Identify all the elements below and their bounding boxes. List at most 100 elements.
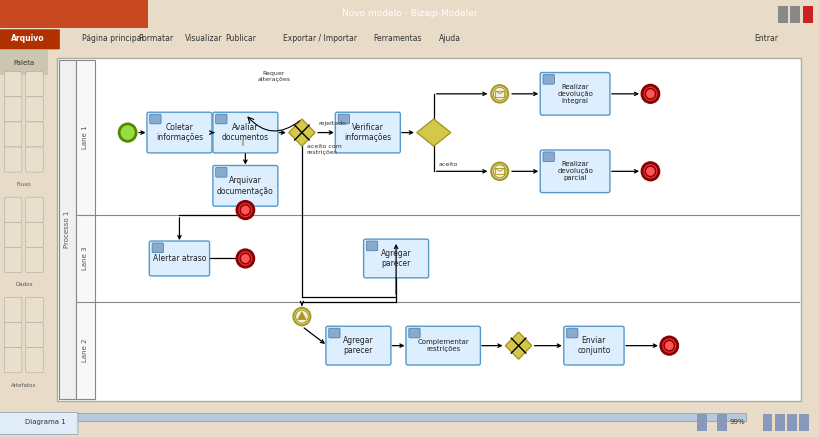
FancyBboxPatch shape [4,197,22,222]
FancyBboxPatch shape [57,58,800,401]
FancyBboxPatch shape [150,114,161,124]
FancyBboxPatch shape [366,241,378,251]
FancyBboxPatch shape [4,147,22,172]
FancyBboxPatch shape [495,169,504,174]
Circle shape [641,85,658,103]
Text: Visualizar: Visualizar [184,35,222,43]
Text: Publicar: Publicar [225,35,256,43]
Text: Ferramentas: Ferramentas [373,35,421,43]
Text: Ajuda: Ajuda [438,35,460,43]
Circle shape [493,165,505,178]
Circle shape [645,166,654,177]
Text: Enviar
conjunto: Enviar conjunto [577,336,610,355]
FancyBboxPatch shape [75,60,94,399]
FancyBboxPatch shape [4,72,22,97]
FancyBboxPatch shape [405,326,480,365]
FancyBboxPatch shape [0,413,78,434]
Polygon shape [297,312,305,319]
Polygon shape [505,332,531,359]
Text: Diagrama 1: Diagrama 1 [25,419,66,425]
FancyBboxPatch shape [152,243,163,253]
Text: 99%: 99% [729,419,744,425]
FancyBboxPatch shape [696,414,706,431]
Text: Artefatos: Artefatos [11,383,36,388]
FancyBboxPatch shape [25,247,43,272]
Text: Lane 3: Lane 3 [82,246,88,271]
FancyBboxPatch shape [215,167,227,177]
Circle shape [240,253,250,264]
FancyBboxPatch shape [4,323,22,348]
Text: Paleta: Paleta [13,60,34,66]
Polygon shape [288,119,314,146]
FancyBboxPatch shape [25,298,43,323]
Circle shape [237,250,254,267]
FancyBboxPatch shape [213,112,278,153]
Text: Verificar
informações: Verificar informações [344,123,391,142]
FancyBboxPatch shape [25,97,43,122]
Text: Formatar: Formatar [138,35,173,43]
FancyBboxPatch shape [0,0,147,28]
Text: aceito: aceito [438,162,457,166]
FancyBboxPatch shape [542,74,554,84]
Text: Lane 2: Lane 2 [82,339,88,362]
FancyBboxPatch shape [4,298,22,323]
Text: Complementar
restrições: Complementar restrições [417,339,468,352]
FancyBboxPatch shape [542,152,554,162]
FancyBboxPatch shape [774,414,784,431]
Text: rejeitado: rejeitado [319,121,346,126]
FancyBboxPatch shape [25,323,43,348]
FancyBboxPatch shape [25,197,43,222]
FancyBboxPatch shape [777,6,787,23]
Circle shape [491,163,508,180]
FancyBboxPatch shape [0,29,60,49]
Text: Arquivo: Arquivo [11,35,45,43]
Text: Coletar
informações: Coletar informações [156,123,203,142]
FancyBboxPatch shape [25,147,43,172]
Circle shape [663,340,673,351]
Text: Realizar
devolução
parcial: Realizar devolução parcial [556,161,592,181]
FancyBboxPatch shape [802,6,812,23]
Text: Dados: Dados [15,282,33,288]
Circle shape [293,308,310,325]
Circle shape [237,201,254,219]
Polygon shape [416,119,450,146]
FancyBboxPatch shape [495,91,504,97]
FancyBboxPatch shape [717,414,726,431]
FancyBboxPatch shape [25,72,43,97]
Text: Agregar
parecer: Agregar parecer [342,336,373,355]
Circle shape [641,163,658,180]
Circle shape [119,124,136,141]
Circle shape [645,89,654,99]
FancyBboxPatch shape [409,328,419,338]
Text: Entrar: Entrar [753,35,777,43]
FancyBboxPatch shape [786,414,796,431]
FancyBboxPatch shape [213,166,278,206]
Text: Novo modelo - Bizagi Modeler: Novo modelo - Bizagi Modeler [342,9,477,18]
FancyBboxPatch shape [363,239,428,278]
FancyBboxPatch shape [335,112,400,153]
FancyBboxPatch shape [25,222,43,247]
Text: Agregar
parecer: Agregar parecer [380,249,411,268]
Circle shape [295,310,308,323]
FancyBboxPatch shape [147,112,211,153]
FancyBboxPatch shape [25,348,43,373]
Text: Arquivar
documentação: Arquivar documentação [217,176,274,195]
FancyBboxPatch shape [215,114,227,124]
FancyBboxPatch shape [49,413,745,421]
Circle shape [240,205,250,215]
Text: Fluxo: Fluxo [16,182,31,187]
FancyBboxPatch shape [4,348,22,373]
Text: Lane 1: Lane 1 [82,125,88,149]
Text: ||: || [239,139,244,146]
FancyBboxPatch shape [59,60,75,399]
Text: Alertar atraso: Alertar atraso [152,254,206,263]
FancyBboxPatch shape [540,73,609,115]
FancyBboxPatch shape [328,328,340,338]
FancyBboxPatch shape [4,122,22,147]
FancyBboxPatch shape [149,241,210,276]
Text: Exportar / Importar: Exportar / Importar [283,35,356,43]
Text: Processo 1: Processo 1 [64,211,70,248]
Text: Realizar
devolução
Integral: Realizar devolução Integral [556,84,592,104]
FancyBboxPatch shape [566,328,577,338]
Text: Requer
alterações: Requer alterações [257,71,290,82]
